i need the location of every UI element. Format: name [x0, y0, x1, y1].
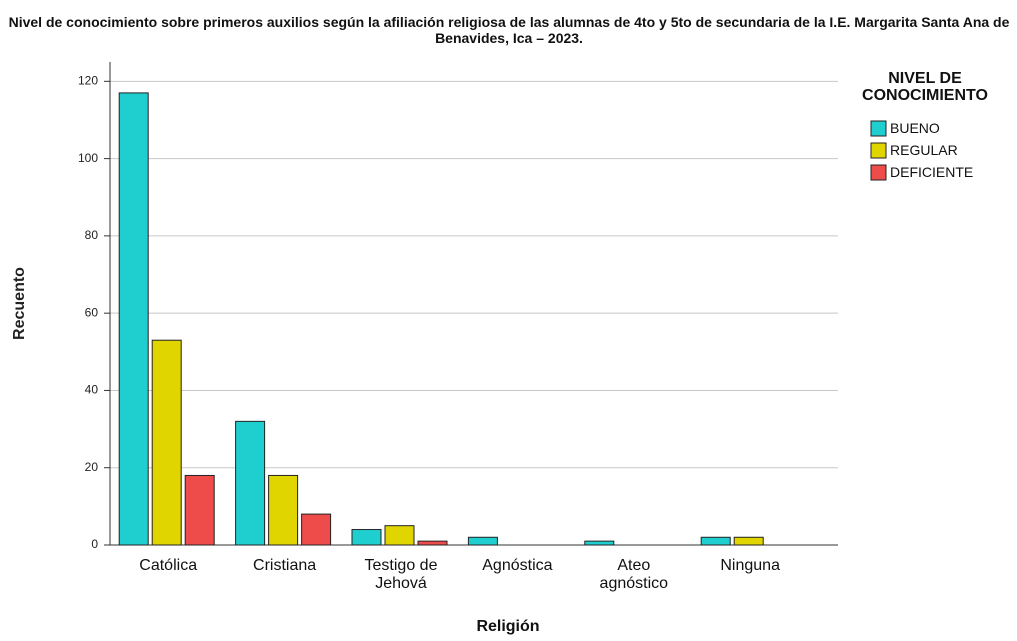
bar [384, 525, 415, 546]
legend-label: BUENO [890, 120, 940, 136]
y-tick-label: 0 [91, 537, 98, 551]
bar [235, 420, 266, 546]
bar [417, 540, 448, 546]
bar [118, 92, 149, 546]
x-tick-label: Ninguna [720, 557, 780, 574]
legend-label: DEFICIENTE [890, 164, 974, 180]
y-axis-label: Recuento [11, 267, 28, 340]
x-tick-label: Agnóstica [482, 557, 553, 574]
legend-title: NIVEL DE CONOCIMIENTO [862, 70, 988, 104]
y-tick-label: 120 [78, 73, 98, 87]
bar [268, 474, 299, 546]
chart-title: Nivel de conocimiento sobre primeros aux… [8, 14, 1010, 46]
legend-swatch [870, 120, 887, 137]
x-axis-label: Religión [476, 618, 540, 635]
y-tick-label: 40 [85, 383, 99, 397]
x-tick-label: Testigo de Jehová [364, 557, 438, 592]
bar [584, 540, 615, 546]
y-tick-label: 20 [85, 460, 99, 474]
bar [351, 529, 382, 546]
bar [151, 339, 182, 546]
x-tick-label: Ateo agnóstico [599, 557, 669, 592]
legend-swatch [870, 164, 887, 181]
x-tick-label: Cristiana [253, 557, 317, 574]
bar [184, 474, 215, 546]
legend-swatch [870, 142, 887, 159]
y-tick-label: 60 [85, 305, 99, 319]
bar [700, 536, 731, 546]
legend-label: REGULAR [890, 142, 958, 158]
y-tick-label: 100 [78, 151, 98, 165]
y-tick-label: 80 [85, 228, 99, 242]
x-tick-label: Católica [139, 557, 198, 574]
bar [467, 536, 498, 546]
bar [733, 536, 764, 546]
bar [301, 513, 332, 546]
